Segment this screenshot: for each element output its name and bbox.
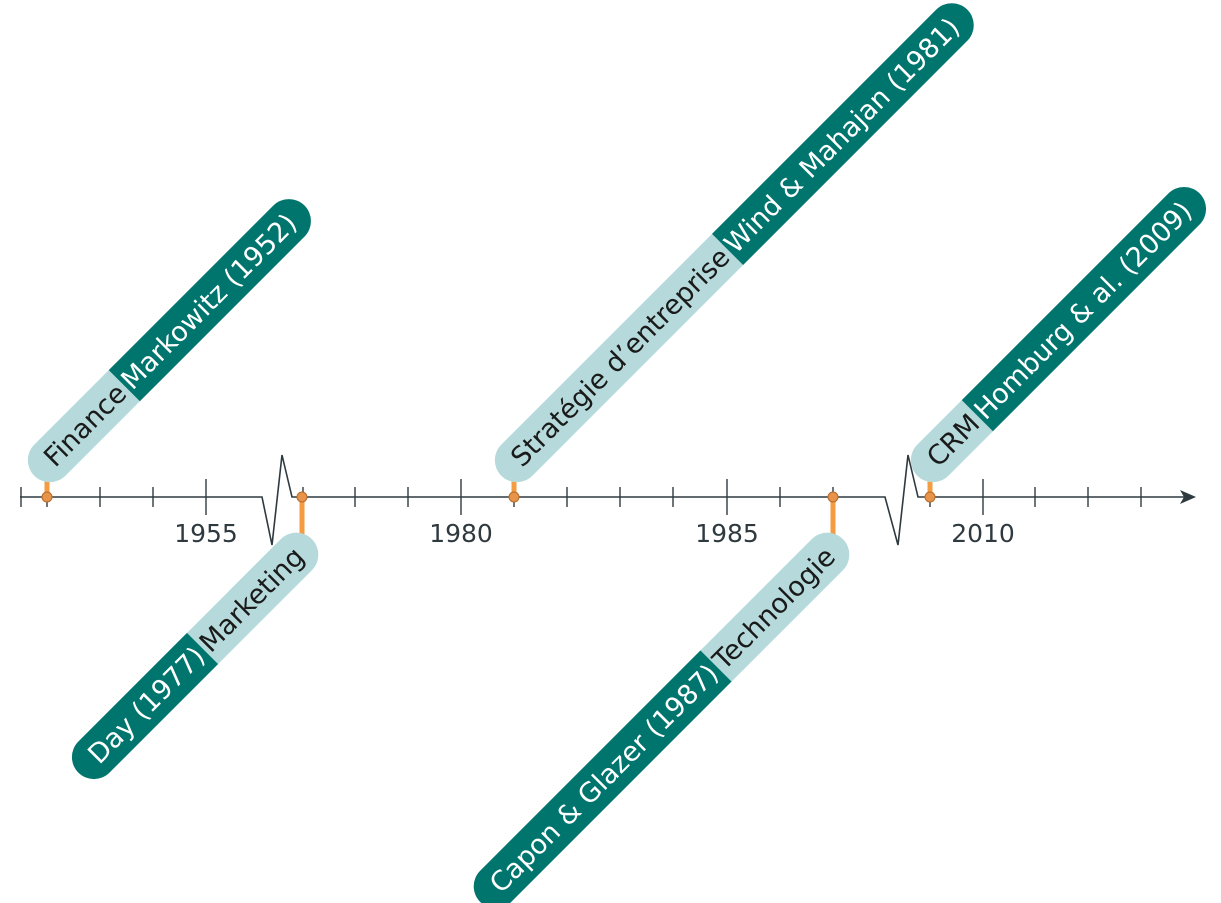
tick-label: 2010: [951, 519, 1015, 548]
event-pill-right: [187, 532, 319, 664]
event-dot: [827, 491, 839, 503]
event-reference: Capon & Glazer (1987): [484, 659, 725, 900]
timeline-axis: [20, 454, 1196, 546]
event-reference: Homburg & al. (2009): [968, 196, 1198, 426]
event-dot: [924, 491, 936, 503]
event-dot: [41, 491, 53, 503]
event-pill-right: [711, 3, 974, 266]
event-reference: Wind & Mahajan (1981): [719, 12, 967, 260]
event-pill-left: [72, 632, 219, 779]
event-pill-left: [473, 650, 732, 903]
axis-line: [20, 454, 1190, 546]
event-reference: Day (1977): [82, 641, 211, 770]
timeline-ticks: [20, 479, 1142, 515]
event-pill-left: [494, 233, 744, 483]
timeline-event: Capon & Glazer (1987)Technologie: [473, 491, 850, 903]
event-category: Stratégie d’entreprise: [505, 242, 736, 473]
event-label: Day (1977)Marketing: [72, 532, 319, 779]
tick-label: 1985: [695, 519, 759, 548]
tick-label: 1980: [429, 519, 493, 548]
event-reference: Markowitz (1952): [115, 208, 303, 396]
event-pill-right: [961, 187, 1206, 432]
event-dot: [296, 491, 308, 503]
event-pill-right: [108, 199, 311, 402]
event-dot: [508, 491, 520, 503]
event-pill-right: [700, 532, 850, 682]
event-category: Marketing: [194, 542, 311, 659]
event-pill-left: [910, 400, 993, 483]
tick-label: 1955: [174, 519, 238, 548]
event-category: Technologie: [707, 542, 842, 677]
timeline-tick-labels: 1955 1980 1985 2010: [174, 519, 1015, 548]
event-label: Capon & Glazer (1987)Technologie: [473, 532, 850, 903]
event-category: Finance: [38, 378, 133, 473]
axis-arrowhead: [1180, 490, 1196, 504]
event-pill-left: [27, 370, 140, 483]
